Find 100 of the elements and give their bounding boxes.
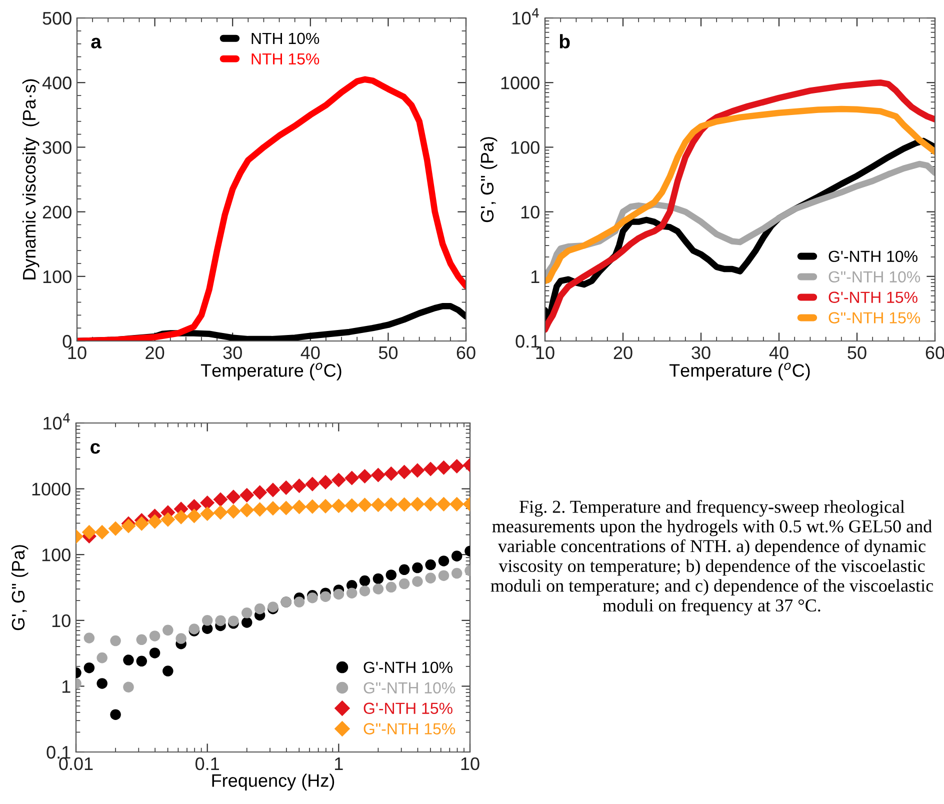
point <box>436 460 452 475</box>
x-tick-label: 10 <box>536 346 554 360</box>
point <box>307 592 318 604</box>
point <box>226 490 241 504</box>
x-tick-label: 60 <box>456 346 476 360</box>
point <box>357 468 372 484</box>
point <box>136 634 148 646</box>
point <box>162 624 174 636</box>
y-tick-label: 100 <box>42 548 70 562</box>
x-axis-title: Frequency (Hz) <box>212 774 334 791</box>
point <box>386 582 397 593</box>
point <box>84 632 95 644</box>
point <box>372 573 384 584</box>
point <box>215 615 226 626</box>
y-tick-label: 10$^{4}$ <box>512 8 539 25</box>
point <box>123 654 134 666</box>
point <box>333 588 344 600</box>
point <box>149 648 160 658</box>
annotation: c <box>90 443 100 454</box>
legend-label: G"-NTH 10% <box>828 271 920 283</box>
point <box>176 633 186 644</box>
x-tick-label: 1 <box>335 758 343 770</box>
point <box>294 596 305 608</box>
y-tick-label: 100 <box>511 141 540 154</box>
caption: Fig. 2. Temperature and frequency-sweep rheological measurements upon the hydrogels with 0.5 wt.% GEL50 and variable concentrations of NTH. a) dependence of dynamic viscosity on temperature; b) dependence of the viscoelastic moduli on temperature; and c) dependence of the viscoelastic moduli on frequency at 37 °C. <box>490 500 934 616</box>
point <box>410 463 425 478</box>
point <box>252 485 268 500</box>
point <box>278 500 294 516</box>
x-tick-label: 40 <box>769 346 788 360</box>
point <box>213 492 228 507</box>
point <box>451 550 462 562</box>
point <box>136 656 148 667</box>
y-tick-label: 1000 <box>501 76 540 90</box>
point <box>318 474 333 490</box>
point <box>82 524 96 540</box>
point <box>162 666 174 676</box>
point <box>149 630 160 642</box>
point <box>357 498 372 512</box>
point <box>372 584 384 594</box>
legend-label: G"-NTH 15% <box>364 723 456 734</box>
y-tick-label: 200 <box>42 206 72 219</box>
legend-label: G'-NTH 15% <box>828 292 918 303</box>
point <box>292 478 307 494</box>
point <box>254 603 266 614</box>
point <box>292 500 307 514</box>
x-tick-label: 20 <box>614 346 632 360</box>
x-tick-label: 30 <box>692 346 710 360</box>
y-axis-title: G', G" (Pa) <box>480 137 498 222</box>
point <box>110 709 121 720</box>
point <box>96 652 108 664</box>
y-axis-title: G', G" (Pa) <box>11 545 28 630</box>
point <box>397 464 412 480</box>
point <box>384 497 398 512</box>
point <box>436 496 452 512</box>
point <box>110 635 121 646</box>
y-tick-label: 0.1 <box>516 334 540 348</box>
point <box>410 496 425 512</box>
annotation: b <box>560 34 570 48</box>
point <box>346 588 358 598</box>
point <box>451 568 462 579</box>
point <box>108 521 123 536</box>
point <box>278 480 294 495</box>
y-axis-title: Dynamic viscosity (Pa·s) <box>22 79 40 280</box>
point <box>200 495 215 510</box>
point <box>148 514 162 529</box>
point <box>386 570 397 580</box>
y-tick-label: 100 <box>43 270 72 284</box>
point <box>213 505 228 520</box>
point <box>266 482 280 498</box>
y-tick-label: 1 <box>62 680 70 693</box>
point <box>252 502 268 517</box>
point <box>202 615 213 626</box>
y-tick-label: 300 <box>42 141 72 154</box>
point <box>384 466 398 481</box>
point <box>134 516 149 531</box>
y-tick-label: 400 <box>42 76 72 90</box>
x-tick-label: 50 <box>848 346 866 360</box>
y-tick-label: 0 <box>62 334 72 348</box>
point <box>240 502 254 518</box>
point <box>200 506 215 522</box>
x-tick-label: 30 <box>223 346 242 360</box>
point <box>359 575 370 586</box>
point <box>226 504 241 519</box>
x-axis-title: Temperature ($^{o}$C) <box>669 362 810 380</box>
point <box>344 470 360 486</box>
annotation: a <box>91 38 102 48</box>
point <box>228 616 239 626</box>
y-tick-label: 500 <box>42 12 72 25</box>
point <box>425 572 436 584</box>
point <box>160 512 176 527</box>
x-tick-label: 0.1 <box>195 757 220 770</box>
point <box>370 468 386 482</box>
point <box>450 496 464 512</box>
point <box>94 524 110 540</box>
x-tick-label: 50 <box>378 346 398 360</box>
point <box>412 576 423 587</box>
x-axis-title: Temperature ($^{o}$C) <box>200 362 342 380</box>
x-tick-label: 10 <box>461 757 480 770</box>
point <box>305 499 320 514</box>
legend-label: NTH 10% <box>252 32 320 44</box>
